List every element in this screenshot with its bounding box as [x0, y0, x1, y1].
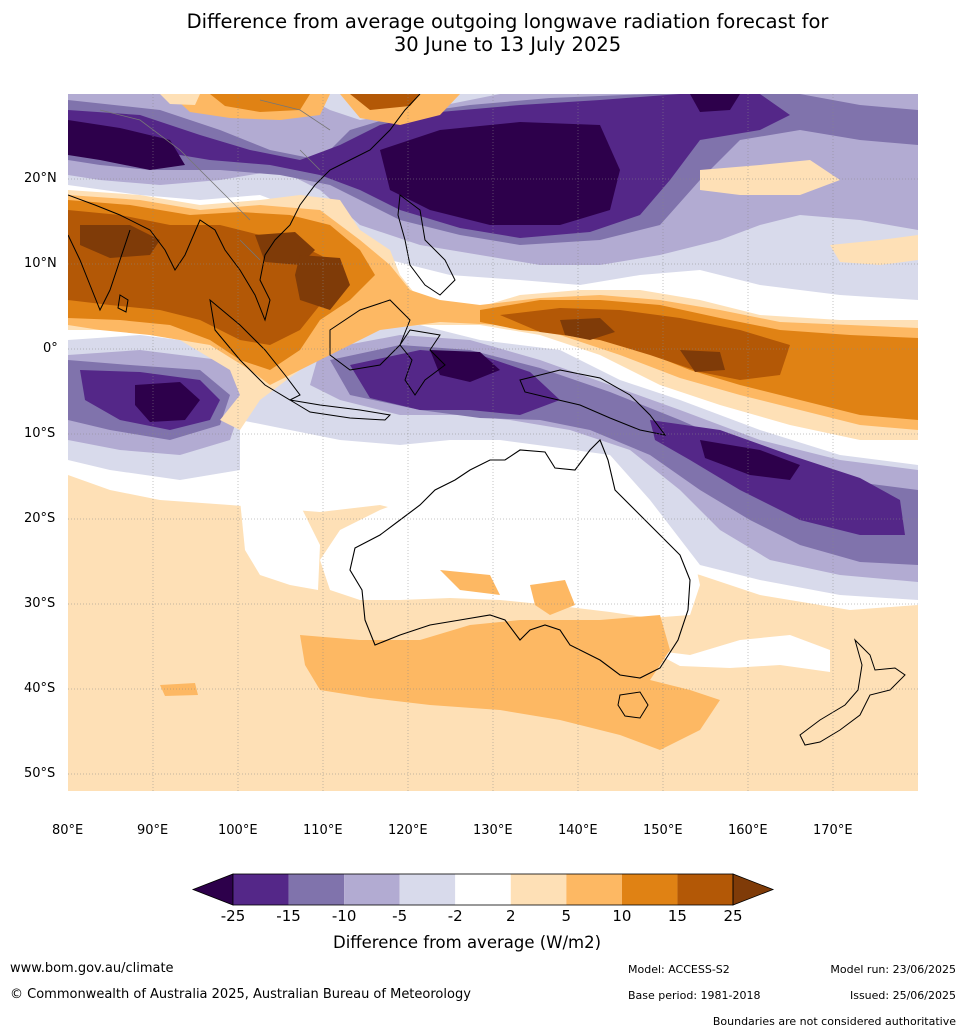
- colorbar-tick-label: 2: [505, 907, 516, 925]
- lat-label-0: 0°: [43, 341, 58, 356]
- footer-model-run: Model run: 23/06/2025: [830, 963, 956, 976]
- lat-label-20s: 20°S: [24, 511, 56, 526]
- new-guinea-coastline: [519, 369, 667, 436]
- colorbar-extend-low: [191, 873, 234, 906]
- anomaly-region-south-orange-3: [530, 580, 575, 615]
- anomaly-region-top-orange-6: [830, 235, 918, 265]
- philippines-coastline: [397, 194, 456, 296]
- footer-copyright: © Commonwealth of Australia 2025, Austra…: [10, 987, 471, 1002]
- lon-label-80e: 80°E: [52, 823, 84, 838]
- india-coastline: [68, 229, 131, 312]
- colorbar-swatch: [566, 874, 622, 905]
- colorbar-swatch: [510, 874, 567, 905]
- sumatra-coastline: [209, 298, 301, 401]
- anomaly-region-top-orange-4: [350, 94, 420, 110]
- anomaly-region-top-orange-2: [210, 94, 310, 112]
- footer-website: www.bom.gov.au/climate: [10, 961, 174, 976]
- anomaly-region-tasman-white: [650, 635, 830, 672]
- colorbar-label: Difference from average (W/m2): [333, 933, 602, 952]
- colorbar-tick-label: 25: [723, 907, 743, 925]
- lon-label-140e: 140°E: [558, 823, 598, 838]
- colorbar-swatch: [288, 874, 345, 905]
- sri-lanka-coastline: [117, 294, 129, 313]
- footer-issued: Issued: 25/06/2025: [849, 989, 956, 1002]
- lon-label-130e: 130°E: [473, 823, 513, 838]
- anomaly-region-south-orange: [300, 615, 720, 750]
- colorbar-swatches: [191, 873, 775, 906]
- sulawesi-coastline: [399, 329, 446, 396]
- lon-label-120e: 120°E: [388, 823, 428, 838]
- anomaly-region-purple-dark-maritime: [350, 350, 560, 415]
- anomaly-region-purple-darkest-pacific: [700, 440, 800, 480]
- colorbar-outline: [232, 873, 734, 906]
- colorbar-swatch: [621, 874, 678, 905]
- lat-label-10s: 10°S: [24, 426, 56, 441]
- lat-label-20n: 20°N: [24, 171, 57, 186]
- asia-mainland-coastline: [68, 94, 421, 322]
- colorbar-tick-label: -5: [392, 907, 408, 925]
- colorbar-extend-high: [732, 873, 775, 906]
- colorbar-tick-label: 5: [561, 907, 572, 925]
- anomaly-region-north-darkbrown-4: [560, 318, 615, 340]
- lon-label-160e: 160°E: [728, 823, 768, 838]
- lon-label-110e: 110°E: [303, 823, 343, 838]
- lat-label-40s: 40°S: [24, 681, 56, 696]
- map-plot-area: [68, 94, 918, 791]
- anomaly-region-south-orange-2: [440, 570, 500, 595]
- anomaly-region-north-darkbrown-5: [680, 350, 725, 372]
- lon-label-100e: 100°E: [218, 823, 258, 838]
- anomaly-region-north-darkbrown-3: [295, 255, 350, 310]
- footer-disclaimer: Boundaries are not considered authoritat…: [712, 1015, 956, 1028]
- title-line-1: Difference from average outgoing longwav…: [186, 10, 829, 33]
- australia-coastline: [349, 439, 691, 679]
- anomaly-region-north-purple-darkest-2: [68, 120, 185, 170]
- colorbar-swatch: [399, 874, 456, 905]
- colorbar-tick-label: -15: [276, 907, 301, 925]
- anomaly-region-purple-darkest-west: [135, 382, 200, 422]
- lon-label-170e: 170°E: [813, 823, 853, 838]
- colorbar-swatch: [344, 874, 400, 905]
- graticule: [68, 94, 918, 791]
- colorbar-swatch: [233, 874, 289, 905]
- anomaly-region-north-darkbrown: [80, 225, 160, 258]
- footer-model: Model: ACCESS-S2: [628, 963, 730, 976]
- tasmania-coastline: [617, 691, 649, 719]
- lat-label-10n: 10°N: [24, 256, 57, 271]
- new-zealand-coastline: [799, 638, 906, 746]
- anomaly-region-australia-white-1: [320, 470, 700, 618]
- java-coastline: [289, 399, 392, 421]
- anomaly-region-south-orange-4: [160, 683, 198, 696]
- colorbar-tick-label: 15: [667, 907, 687, 925]
- anomaly-region-north-purple-darkest: [380, 122, 620, 225]
- anomaly-region-purple-darkest-maritime: [430, 350, 500, 382]
- lon-label-90e: 90°E: [137, 823, 169, 838]
- anomaly-region-top-orange-7: [160, 94, 200, 105]
- chart-title: Difference from average outgoing longwav…: [0, 10, 965, 56]
- anomaly-region-west-white: [240, 500, 320, 590]
- colorbar-swatch: [455, 874, 511, 905]
- lat-label-50s: 50°S: [24, 766, 56, 781]
- colorbar-tick-label: -2: [447, 907, 463, 925]
- colorbar-tick-label: -25: [220, 907, 246, 925]
- lon-label-150e: 150°E: [643, 823, 683, 838]
- lat-label-30s: 30°S: [24, 596, 56, 611]
- title-line-2: 30 June to 13 July 2025: [393, 33, 622, 56]
- anomaly-region-north-purple-darkest-3: [690, 94, 740, 112]
- colorbar-swatch: [677, 874, 733, 905]
- footer-base-period: Base period: 1981-2018: [628, 989, 761, 1002]
- anomaly-region-top-orange-5: [700, 160, 840, 195]
- colorbar-tick-label: 10: [612, 907, 632, 925]
- colorbar-tick-label: -10: [331, 907, 357, 925]
- country-borders: [99, 99, 331, 261]
